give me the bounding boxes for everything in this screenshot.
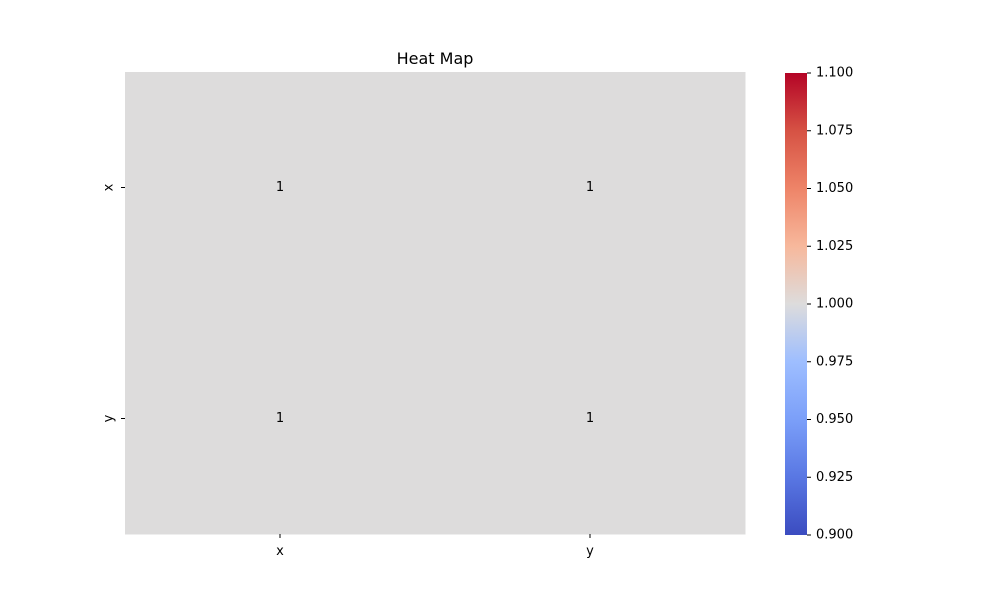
colorbar-gradient xyxy=(785,73,807,535)
colorbar-tick-label: 1.100 xyxy=(816,66,853,81)
cell-annotation: 1 xyxy=(586,411,594,426)
colorbar-tick-label: 1.025 xyxy=(816,239,853,254)
cell-annotation: 1 xyxy=(586,180,594,195)
colorbar: 0.900 0.925 0.950 0.975 1.000 1.025 1.050 1.075… xyxy=(785,66,853,543)
colorbar-tick-label: 0.975 xyxy=(816,354,853,369)
heatmap-cell-y-x xyxy=(125,303,436,535)
cell-annotations: 1 1 1 1 xyxy=(276,180,594,426)
chart-title: Heat Map xyxy=(397,49,474,68)
heatmap-cell-x-y xyxy=(435,72,746,304)
cell-annotation: 1 xyxy=(276,180,284,195)
cell-annotation: 1 xyxy=(276,411,284,426)
colorbar-tick-label: 0.950 xyxy=(816,412,853,427)
heatmap-cell-y-y xyxy=(435,303,746,535)
heatmap-cell-x-x xyxy=(125,72,436,304)
x-tick-label: x xyxy=(276,544,284,559)
colorbar-tick-label: 0.925 xyxy=(816,470,853,485)
y-tick-label: x xyxy=(102,183,117,191)
colorbar-tick-label: 1.000 xyxy=(816,297,853,312)
heatmap-cells xyxy=(125,72,746,535)
colorbar-ticks: 0.900 0.925 0.950 0.975 1.000 1.025 1.050 1.075… xyxy=(807,66,853,543)
colorbar-tick-label: 0.900 xyxy=(816,528,853,543)
x-tick-label: y xyxy=(586,544,594,559)
y-tick-label: y xyxy=(102,414,117,422)
colorbar-tick-label: 1.075 xyxy=(816,123,853,138)
y-axis: xy xyxy=(102,183,125,422)
colorbar-tick-label: 1.050 xyxy=(816,181,853,196)
